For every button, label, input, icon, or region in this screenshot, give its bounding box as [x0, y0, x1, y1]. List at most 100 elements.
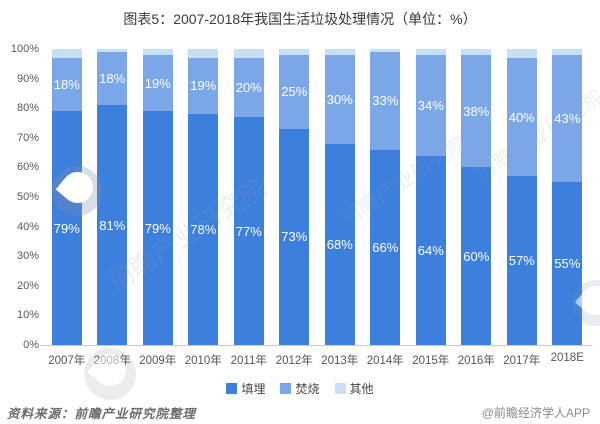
stacked-bar: 81% 18% [97, 49, 128, 345]
stacked-bar: 57% 40% [506, 49, 537, 345]
x-tick-label: 2014年 [366, 354, 404, 367]
source-note: 资料来源：前瞻产业研究院整理 [7, 407, 197, 421]
y-tick-label: 20% [16, 279, 39, 292]
x-tick-label: 2012年 [275, 354, 313, 367]
stacked-bar: 55% 43% [552, 49, 583, 345]
bar-segment-incineration: 18% [51, 57, 82, 112]
y-tick-label: 80% [16, 102, 39, 115]
bar-segment-incineration: 30% [324, 54, 355, 144]
bar-segment-other [506, 49, 537, 58]
bar-segment-other [142, 49, 173, 55]
bar-value-label: 77% [235, 223, 262, 239]
bar-segment-landfill: 79% [51, 111, 82, 345]
bar-segment-landfill: 73% [279, 128, 310, 345]
bar-segment-incineration: 25% [279, 54, 310, 129]
bar-value-label: 33% [372, 93, 399, 109]
chart-title: 图表5：2007-2018年我国生活垃圾处理情况（单位：%） [123, 11, 477, 27]
bar-column: 79% 19% 2009年 [139, 49, 176, 367]
bar-column: 81% 18% 2008年 [94, 49, 131, 367]
bar-value-label: 25% [281, 84, 308, 100]
bar-segment-incineration: 40% [506, 57, 537, 177]
bar-segment-other [552, 49, 583, 55]
bar-column: 78% 19% 2010年 [185, 49, 222, 367]
bar-segment-other [279, 49, 310, 55]
y-tick-label: 10% [16, 309, 39, 322]
bar-segment-landfill: 78% [188, 114, 219, 345]
bar-value-label: 78% [190, 222, 217, 238]
legend-label: 填埋 [241, 382, 266, 396]
bar-column: 77% 20% 2011年 [231, 49, 267, 367]
bar-value-label: 43% [554, 111, 581, 127]
x-tick-label: 2017年 [503, 354, 541, 367]
x-tick-label: 2007年 [48, 354, 86, 367]
legend-label: 焚烧 [295, 382, 320, 396]
bar-value-label: 68% [326, 236, 353, 252]
bar-value-label: 38% [463, 103, 490, 119]
stacked-bar: 66% 33% [370, 49, 401, 345]
stacked-bar: 77% 20% [233, 49, 264, 345]
stacked-bar: 64% 34% [415, 49, 446, 345]
x-tick-label: 2008年 [93, 354, 131, 367]
stacked-bar: 73% 25% [279, 49, 310, 345]
bar-value-label: 34% [417, 97, 444, 113]
bar-segment-other [324, 49, 355, 55]
x-tick-label: 2009年 [139, 354, 177, 367]
bar-segment-landfill: 79% [142, 111, 173, 345]
bar-column: 79% 18% 2007年 [48, 49, 85, 367]
bar-column: 73% 25% 2012年 [276, 49, 313, 367]
bar-segment-incineration: 19% [142, 54, 173, 112]
bar-value-label: 64% [417, 242, 444, 258]
bar-segment-landfill: 66% [370, 149, 401, 345]
legend-item-incineration: 焚烧 [280, 380, 320, 397]
x-tick-label: 2011年 [230, 354, 267, 367]
y-tick-label: 0% [23, 339, 39, 351]
bar-value-label: 81% [99, 217, 126, 233]
x-tick-label: 2015年 [412, 354, 450, 367]
bar-value-label: 57% [508, 253, 535, 269]
y-tick-label: 70% [16, 131, 39, 144]
bar-segment-other [415, 49, 446, 55]
bar-segment-other [97, 49, 128, 52]
legend-swatch-icon [226, 383, 238, 394]
legend-item-other: 其他 [334, 380, 374, 397]
bar-value-label: 55% [554, 256, 581, 272]
bar-column: 68% 30% 2013年 [321, 49, 358, 367]
bar-value-label: 19% [144, 75, 171, 91]
bar-value-label: 60% [463, 248, 490, 264]
x-tick-label: 2016年 [457, 354, 495, 367]
bar-value-label: 19% [190, 78, 217, 94]
legend: 填埋 焚烧 其他 [0, 380, 600, 397]
bar-column: 55% 43% 2018E [551, 49, 584, 364]
bar-segment-landfill: 57% [506, 176, 537, 345]
legend-label: 其他 [349, 382, 374, 396]
legend-item-landfill: 填埋 [226, 380, 265, 397]
bar-segment-incineration: 38% [461, 54, 492, 168]
y-tick-label: 30% [16, 250, 39, 263]
legend-swatch-icon [280, 383, 292, 394]
bar-segment-incineration: 18% [97, 51, 128, 106]
credit-note: @前瞻经济学人APP [481, 406, 590, 420]
stacked-bar: 79% 19% [142, 49, 173, 345]
bar-segment-incineration: 33% [370, 51, 401, 150]
y-tick-label: 100% [10, 43, 39, 55]
x-tick-label: 2018E [550, 351, 584, 364]
y-axis: 0% 10% 20% 30% 40% 50% 60% 70% 80% 90% 100% [0, 43, 39, 351]
bar-value-label: 40% [508, 109, 535, 125]
bar-value-label: 73% [281, 229, 308, 245]
bar-value-label: 79% [53, 220, 80, 236]
bar-column: 60% 38% 2016年 [458, 49, 495, 367]
bar-column: 64% 34% 2015年 [412, 49, 449, 367]
bar-segment-landfill: 55% [552, 182, 583, 345]
bar-segment-incineration: 34% [415, 54, 446, 156]
bar-value-label: 66% [372, 239, 399, 255]
bar-segment-incineration: 19% [188, 57, 219, 115]
bar-segment-other [370, 49, 401, 52]
stacked-bar: 79% 18% [51, 49, 82, 345]
bar-value-label: 18% [53, 77, 80, 92]
bar-value-label: 30% [326, 91, 353, 107]
y-tick-label: 90% [16, 72, 39, 85]
legend-swatch-icon [334, 383, 346, 394]
plot-area: 79% 18% 2007年 81% 18% 2008年 79% 19% 2009年 78% 19% 2… [44, 49, 590, 367]
y-tick-label: 60% [16, 161, 39, 174]
